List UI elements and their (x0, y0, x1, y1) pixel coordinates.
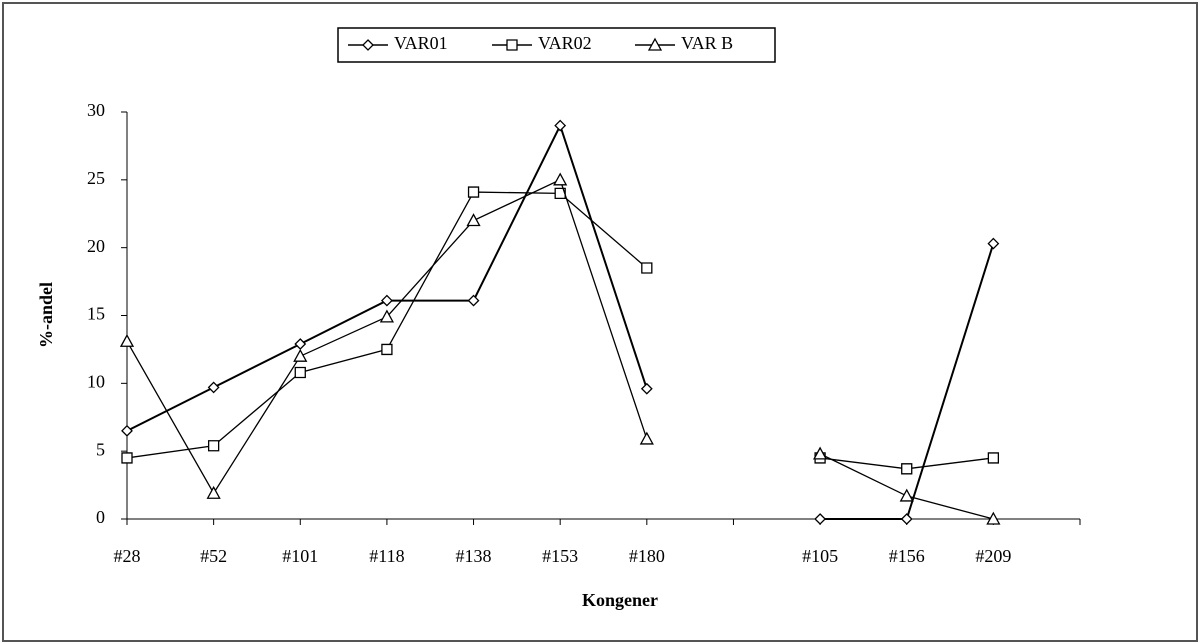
point-marker (553, 172, 568, 186)
point-marker (293, 348, 308, 362)
legend-label: VAR B (681, 33, 733, 53)
point-marker (641, 262, 653, 274)
point-marker (380, 294, 393, 307)
point-marker (899, 488, 914, 502)
point-marker (207, 440, 220, 452)
point-marker (379, 309, 395, 323)
point-marker (294, 366, 306, 379)
point-marker (119, 333, 135, 347)
x-tick-label: #118 (369, 546, 404, 566)
legend-marker (362, 39, 374, 51)
point-marker (121, 452, 133, 464)
legend-label: VAR01 (394, 33, 448, 53)
y-axis-label: %-andel (36, 282, 56, 348)
point-marker (987, 452, 1000, 464)
x-axis-label: Kongener (582, 590, 658, 610)
y-tick-label: 30 (87, 100, 105, 120)
y-tick-label: 0 (96, 507, 105, 527)
y-tick-label: 20 (87, 236, 105, 256)
point-marker (554, 187, 566, 200)
point-marker (900, 513, 913, 525)
point-marker (207, 381, 220, 394)
point-marker (121, 424, 133, 437)
x-tick-label: #138 (456, 546, 492, 566)
point-marker (467, 186, 480, 198)
point-marker (901, 463, 913, 475)
point-marker (986, 511, 1001, 525)
y-tick-label: 15 (87, 304, 105, 324)
legend-marker (506, 39, 518, 51)
point-marker (639, 431, 654, 445)
point-marker (640, 382, 653, 395)
point-marker (812, 446, 828, 460)
legend-marker (647, 37, 663, 51)
x-tick-label: #153 (542, 546, 578, 566)
y-tick-label: 5 (96, 439, 105, 459)
x-tick-label: #180 (629, 546, 665, 566)
legend-box (337, 27, 776, 63)
x-tick-label: #105 (802, 546, 838, 566)
legend-label: VAR02 (538, 33, 592, 53)
x-tick-label: #28 (114, 546, 141, 566)
x-tick-label: #156 (889, 546, 925, 566)
y-tick-label: 25 (87, 168, 105, 188)
point-marker (987, 237, 1000, 250)
y-tick-label: 10 (87, 371, 105, 391)
point-marker (554, 119, 567, 132)
x-tick-label: #52 (200, 546, 227, 566)
x-tick-label: #101 (282, 546, 318, 566)
point-marker (467, 294, 480, 307)
point-marker (206, 485, 221, 499)
point-marker (381, 343, 393, 356)
point-marker (466, 213, 481, 227)
point-marker (814, 513, 827, 525)
x-tick-label: #209 (975, 546, 1011, 566)
